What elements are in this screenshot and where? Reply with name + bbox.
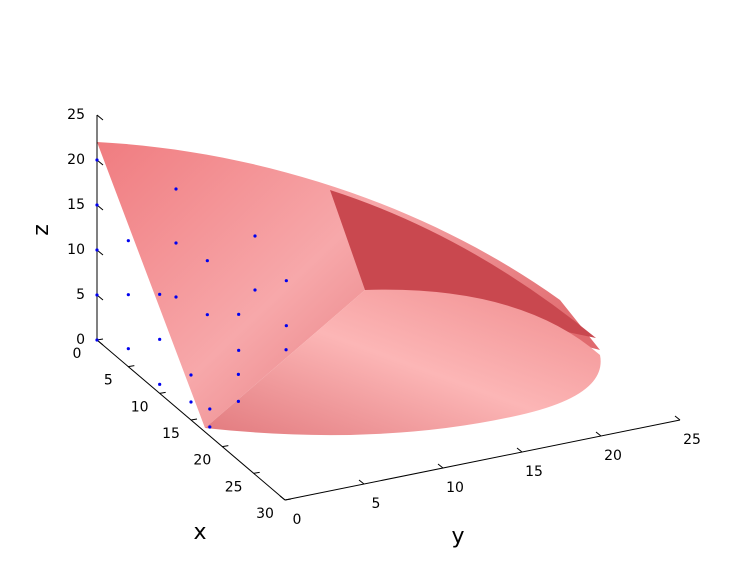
x-tick-label: 30	[256, 506, 274, 522]
x-tick-label: 0	[73, 346, 82, 362]
point	[237, 348, 241, 352]
y-tick-label: 0	[293, 512, 302, 528]
point	[236, 372, 240, 376]
point	[174, 241, 178, 245]
x-tick	[284, 498, 292, 501]
y-tick-label: 25	[683, 432, 701, 448]
x-tick	[222, 445, 229, 448]
z-tick-label: 20	[67, 152, 85, 168]
point	[208, 425, 212, 429]
x-tick-label: 5	[104, 373, 113, 389]
y-axis-title: y	[451, 524, 464, 549]
x-tick-label: 10	[131, 399, 149, 415]
z-tick-label: 10	[67, 242, 85, 258]
x-tick-label: 15	[162, 426, 180, 442]
point	[253, 234, 257, 238]
x-tick-label: 20	[193, 453, 211, 469]
point	[236, 399, 240, 403]
point	[126, 347, 130, 351]
point	[158, 382, 162, 386]
x-tick	[253, 471, 260, 474]
z-tick	[96, 114, 104, 121]
point	[95, 203, 99, 207]
y-tick	[516, 447, 523, 453]
y-tick	[358, 479, 365, 485]
y-tick	[595, 431, 602, 437]
z-tick-label: 0	[76, 332, 85, 348]
y-axis-line	[284, 419, 681, 501]
x-tick-label: 25	[225, 479, 243, 495]
y-tick-label: 20	[604, 448, 622, 464]
y-tick-label: 5	[372, 496, 381, 512]
y-tick-label: 10	[446, 480, 464, 496]
z-tick-label: 5	[76, 287, 85, 303]
point	[253, 288, 257, 292]
point	[237, 312, 241, 316]
x-tick	[128, 365, 135, 368]
point	[284, 348, 288, 352]
point	[158, 337, 162, 341]
point	[189, 400, 193, 404]
x-tick	[190, 418, 198, 421]
x-axis-title: x	[193, 520, 206, 545]
point	[126, 293, 130, 297]
y-tick-label: 15	[525, 464, 543, 480]
point	[189, 373, 193, 377]
point	[284, 324, 288, 328]
y-tick	[674, 415, 681, 421]
y-tick	[279, 495, 286, 501]
point	[205, 313, 209, 317]
point	[174, 187, 178, 191]
point	[95, 293, 99, 297]
point	[95, 158, 99, 162]
point	[205, 259, 209, 263]
z-tick-label: 15	[67, 197, 85, 213]
z-axis-title: z	[29, 224, 54, 236]
point	[208, 407, 212, 411]
surface	[97, 142, 601, 436]
point	[284, 279, 288, 283]
point	[174, 295, 178, 299]
point	[95, 248, 99, 252]
x-tick	[159, 391, 166, 394]
z-tick-label: 25	[67, 107, 85, 123]
point	[126, 239, 130, 243]
point	[95, 338, 99, 342]
point	[158, 292, 162, 296]
y-tick	[437, 463, 444, 469]
